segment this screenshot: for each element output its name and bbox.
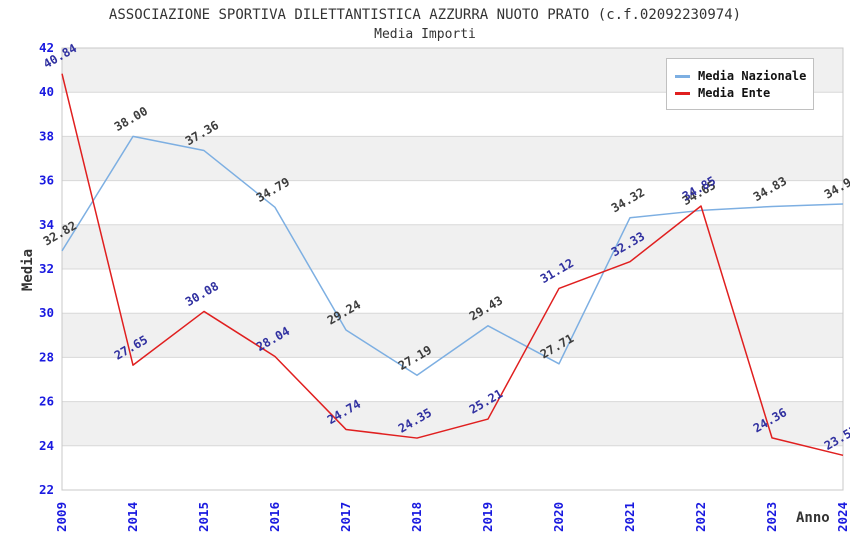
y-axis-tick-label: 32 xyxy=(39,261,54,276)
y-axis-tick-label: 36 xyxy=(39,173,54,188)
legend-swatch-blue xyxy=(675,74,690,78)
data-point-label: 30.08 xyxy=(183,279,221,309)
data-point-label: 34.32 xyxy=(609,185,647,215)
chart-subtitle: Media Importi xyxy=(374,27,476,42)
x-axis-tick-label: 2009 xyxy=(54,502,69,532)
x-axis-tick-label: 2016 xyxy=(267,502,282,532)
series-line-media-nazionale xyxy=(61,135,844,377)
x-axis-tick-label: 2014 xyxy=(125,502,140,532)
y-axis-tick-label: 22 xyxy=(39,482,54,497)
data-point-label: 38.00 xyxy=(112,104,150,134)
plot-band xyxy=(62,136,843,181)
plot-border xyxy=(61,47,844,491)
chart-title: ASSOCIAZIONE SPORTIVA DILETTANTISTICA AZ… xyxy=(108,7,742,23)
y-axis-title: Media xyxy=(20,248,36,292)
y-axis-tick-label: 24 xyxy=(39,438,54,453)
legend: Media Nazionale Media Ente xyxy=(666,58,814,110)
plot-band xyxy=(62,224,843,269)
legend-label: Media Nazionale xyxy=(698,69,807,83)
x-axis-tick-label: 2022 xyxy=(693,502,708,532)
y-axis-tick-label: 42 xyxy=(39,40,54,55)
series-line-media-ente xyxy=(61,73,844,457)
x-axis-tick-label: 2021 xyxy=(622,502,637,532)
y-axis-tick-label: 34 xyxy=(39,217,54,232)
y-axis-tick-label: 40 xyxy=(39,84,54,99)
x-axis-tick-label: 2024 xyxy=(835,502,850,532)
x-axis-tick-label: 2015 xyxy=(196,502,211,532)
plot-band xyxy=(62,401,843,446)
y-axis-tick-label: 38 xyxy=(39,128,54,143)
y-axis-tick-label: 28 xyxy=(39,349,54,364)
legend-item-media-ente: Media Ente xyxy=(675,86,805,100)
x-axis-title: Anno xyxy=(796,510,830,526)
x-axis-tick-label: 2019 xyxy=(480,502,495,532)
x-axis-tick-label: 2020 xyxy=(551,502,566,532)
legend-item-media-nazionale: Media Nazionale xyxy=(675,69,807,83)
legend-label: Media Ente xyxy=(698,86,771,100)
legend-swatch-red xyxy=(675,91,690,95)
y-axis-tick-label: 26 xyxy=(39,394,54,409)
x-axis-tick-label: 2023 xyxy=(764,502,779,532)
y-axis-tick-label: 30 xyxy=(39,305,54,320)
x-axis-tick-label: 2017 xyxy=(338,502,353,532)
x-axis-tick-label: 2018 xyxy=(409,502,424,532)
